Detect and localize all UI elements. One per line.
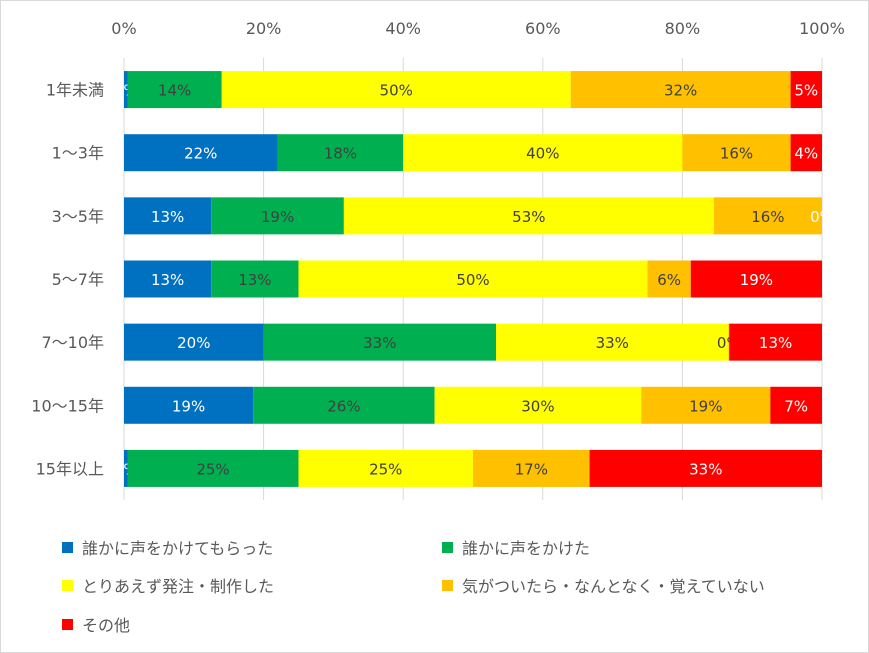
data-label: 13%	[759, 334, 792, 352]
bar-segment	[713, 197, 822, 235]
bar-segment	[124, 197, 212, 235]
x-tick-label: 100%	[799, 19, 845, 38]
x-tick-label: 20%	[246, 19, 282, 38]
data-label: 25%	[196, 460, 229, 478]
x-tick-label: 60%	[525, 19, 561, 38]
data-label: 17%	[515, 460, 548, 478]
data-label: 4%	[794, 145, 818, 163]
bar-segment	[770, 386, 822, 424]
data-label: 53%	[512, 208, 545, 226]
category-label: 1年未満	[46, 81, 104, 100]
data-label: 13%	[238, 271, 271, 289]
data-label: 6%	[657, 271, 681, 289]
bar-segment	[434, 386, 642, 424]
bar-segment	[570, 71, 791, 109]
data-label: 19%	[689, 397, 722, 415]
bar-segment	[496, 323, 729, 361]
bar-segment	[124, 134, 278, 172]
data-label: 33%	[689, 460, 722, 478]
data-label: 33%	[596, 334, 629, 352]
x-tick-label: 40%	[385, 19, 421, 38]
bar-segment	[343, 197, 714, 235]
bar-segment	[211, 197, 344, 235]
bar-segment	[682, 134, 791, 172]
bar-segment	[298, 260, 648, 298]
data-label: 19%	[740, 271, 773, 289]
category-label: 3～5年	[52, 207, 104, 226]
data-label: 30%	[521, 397, 554, 415]
data-label: 13%	[151, 271, 184, 289]
data-label: 18%	[324, 145, 357, 163]
data-label: 7%	[784, 397, 808, 415]
bar-segment	[211, 260, 299, 298]
bar-segment	[790, 71, 822, 109]
data-label: 33%	[363, 334, 396, 352]
bar-segment	[647, 260, 691, 298]
data-label: 40%	[526, 145, 559, 163]
data-label: 25%	[369, 460, 402, 478]
data-label: 19%	[172, 397, 205, 415]
bar-segment	[641, 386, 771, 424]
bar-segment	[277, 134, 404, 172]
bar-segment	[589, 449, 822, 487]
data-label: 32%	[664, 82, 697, 100]
bar-segment	[221, 71, 571, 109]
bar-segment	[127, 449, 299, 487]
bar-segment	[403, 134, 683, 172]
data-label: 16%	[751, 208, 784, 226]
bar-segment	[127, 71, 222, 109]
bar-segment	[124, 449, 128, 487]
category-label: 7～10年	[41, 333, 104, 352]
data-label: 5%	[794, 82, 818, 100]
category-label: 15年以上	[36, 459, 104, 478]
bar-segment	[124, 71, 128, 109]
bar-segment	[253, 386, 435, 424]
data-label: 26%	[327, 397, 360, 415]
data-label: 50%	[380, 82, 413, 100]
bar-segment	[124, 260, 212, 298]
bar-segment	[729, 323, 822, 361]
data-label: 20%	[177, 334, 210, 352]
bar-segment	[690, 260, 822, 298]
bar-segment	[298, 449, 473, 487]
bar-segment	[790, 134, 822, 172]
data-label: 0%	[810, 208, 834, 226]
category-label: 1～3年	[52, 144, 104, 163]
bar-segment	[473, 449, 590, 487]
bar-segment	[728, 323, 730, 361]
data-label: 16%	[720, 145, 753, 163]
bar-segment	[263, 323, 497, 361]
data-label: 13%	[151, 208, 184, 226]
data-label: 19%	[261, 208, 294, 226]
bar-segment	[124, 323, 264, 361]
data-label: 50%	[456, 271, 489, 289]
data-label: 22%	[184, 145, 217, 163]
x-tick-label: 80%	[665, 19, 701, 38]
bar-segment	[124, 386, 254, 424]
category-label: 5～7年	[52, 270, 104, 289]
x-tick-label: 0%	[111, 19, 136, 38]
data-label: 14%	[158, 82, 191, 100]
category-label: 10～15年	[31, 396, 104, 415]
